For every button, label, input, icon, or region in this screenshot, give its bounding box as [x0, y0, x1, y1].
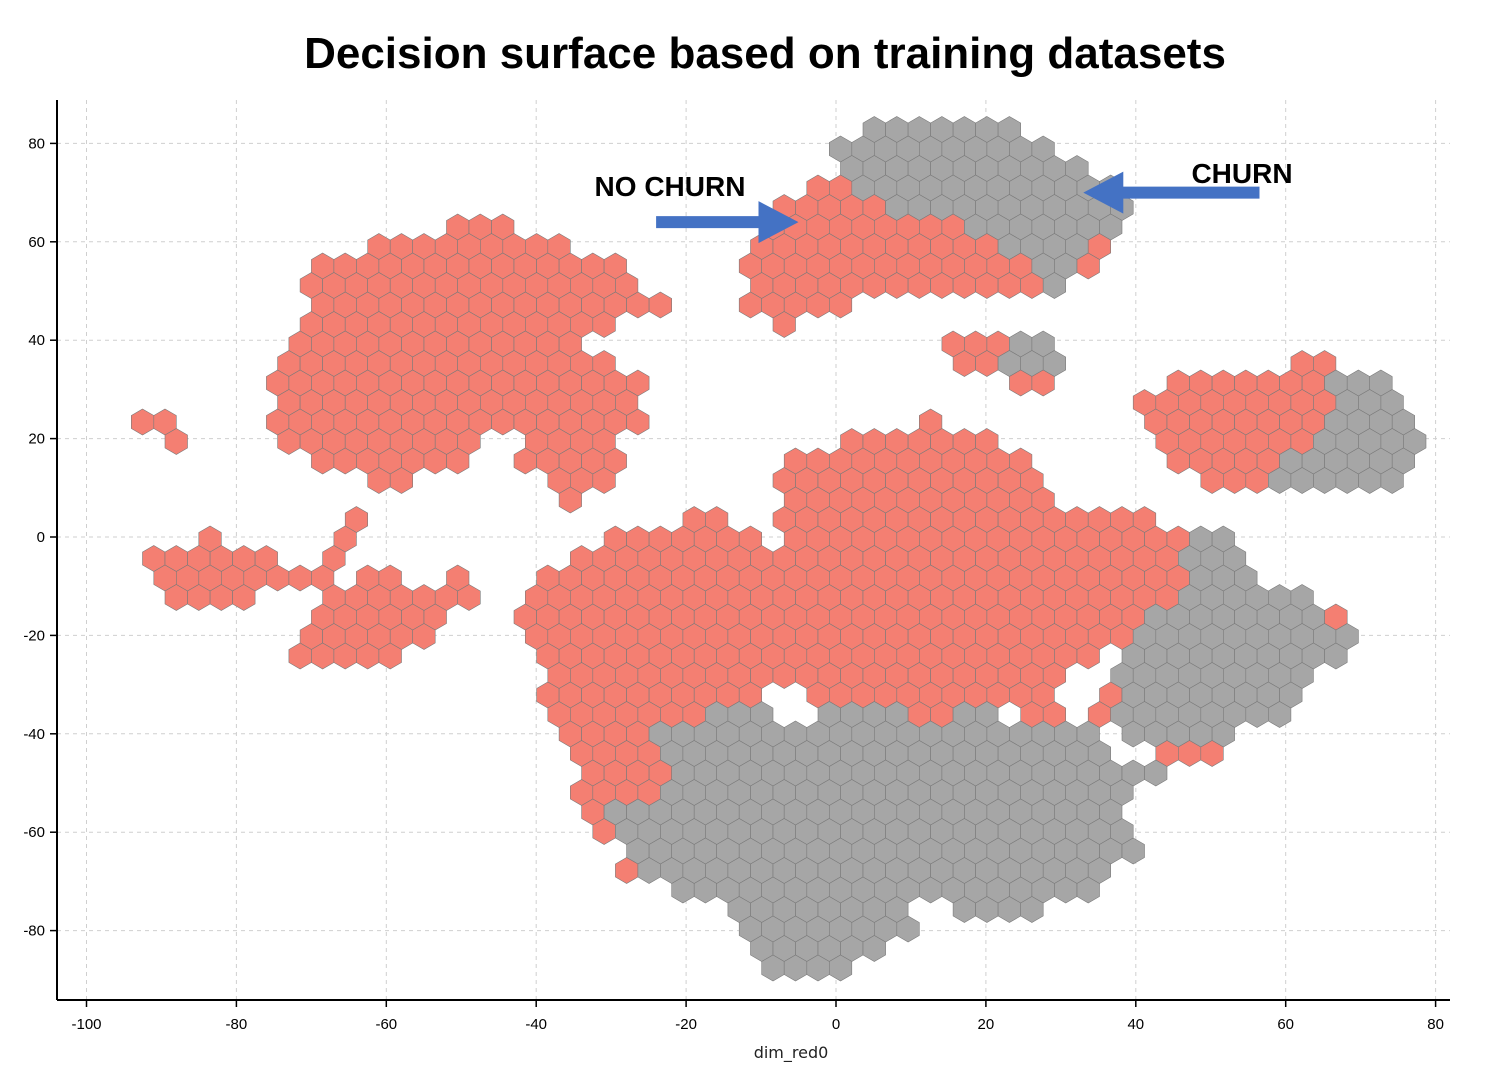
- x-tick-label: -20: [675, 1016, 697, 1033]
- x-tick-label: -100: [71, 1016, 101, 1033]
- x-tick-label: -60: [375, 1016, 397, 1033]
- hex-bin-no-churn: [828, 291, 853, 319]
- y-tick-label: 80: [28, 135, 45, 152]
- x-tick-label: 20: [978, 1016, 995, 1033]
- hex-bin-no-churn: [558, 486, 582, 514]
- axes: -100 -80 -60 -40 -20 0 20 40 60 80 80 60 40 20 0 -20 -40…: [23, 100, 1450, 1033]
- hex-bin-churn: [1144, 759, 1168, 787]
- x-tick-label: 40: [1127, 1016, 1144, 1033]
- hex-bin-no-churn: [1076, 252, 1100, 280]
- x-tick-label: 80: [1427, 1016, 1444, 1033]
- hex-bin-churn: [862, 935, 886, 962]
- y-tick-label: -80: [23, 923, 45, 940]
- x-axis-label: dim_red0: [754, 1043, 829, 1063]
- hex-bin-no-churn: [389, 467, 414, 494]
- hex-bin-no-churn: [592, 467, 616, 494]
- hex-bin-churn: [1380, 467, 1404, 494]
- hex-bin-churn: [1324, 642, 1348, 670]
- hex-bin-churn: [1020, 896, 1044, 923]
- hex-bin-no-churn: [164, 428, 188, 455]
- y-tick-label: 60: [28, 234, 45, 251]
- x-tick-label: -40: [525, 1016, 547, 1033]
- hex-bin-no-churn: [648, 291, 673, 319]
- hex-bin-no-churn: [131, 408, 155, 436]
- churn-arrow: [1083, 171, 1260, 214]
- churn-label: CHURN: [1191, 158, 1292, 189]
- hex-bin-churn: [1121, 837, 1145, 865]
- hex-bin-churn: [1268, 701, 1292, 728]
- hex-bin-no-churn: [1076, 642, 1100, 670]
- y-tick-label: 20: [28, 431, 45, 448]
- y-tick-label: -20: [23, 627, 45, 644]
- hex-bin-no-churn: [457, 584, 481, 611]
- hexbin-surface: [131, 116, 1427, 982]
- no-churn-label: NO CHURN: [595, 171, 746, 202]
- y-tick-label: -40: [23, 726, 45, 743]
- hex-bin-no-churn: [288, 564, 312, 592]
- y-tick-label: 40: [28, 332, 45, 349]
- hex-bin-no-churn: [232, 584, 256, 611]
- hex-bin-churn: [896, 915, 920, 943]
- no-churn-arrow: [656, 201, 799, 244]
- hex-bin-no-churn: [412, 623, 436, 650]
- hex-bin-no-churn: [378, 642, 402, 670]
- y-tick-label: 0: [37, 529, 45, 546]
- x-tick-label: 60: [1277, 1016, 1294, 1033]
- y-tick-label: -60: [23, 824, 45, 841]
- hex-bin-no-churn: [1031, 369, 1055, 397]
- hex-bin-no-churn: [626, 408, 650, 436]
- annotations: NO CHURN CHURN: [595, 158, 1293, 244]
- hex-bin-no-churn: [592, 311, 616, 338]
- x-tick-label: -80: [226, 1016, 248, 1033]
- hex-bin-no-churn: [772, 311, 796, 338]
- hex-bin-churn: [828, 954, 853, 982]
- hex-bin-no-churn: [446, 447, 470, 475]
- hex-bin-churn: [1042, 272, 1066, 299]
- hex-bin-no-churn: [1200, 740, 1224, 767]
- hex-bin-churn: [1076, 876, 1100, 904]
- chart-title: Decision surface based on training datas…: [304, 29, 1226, 78]
- x-tick-label: 0: [832, 1016, 840, 1033]
